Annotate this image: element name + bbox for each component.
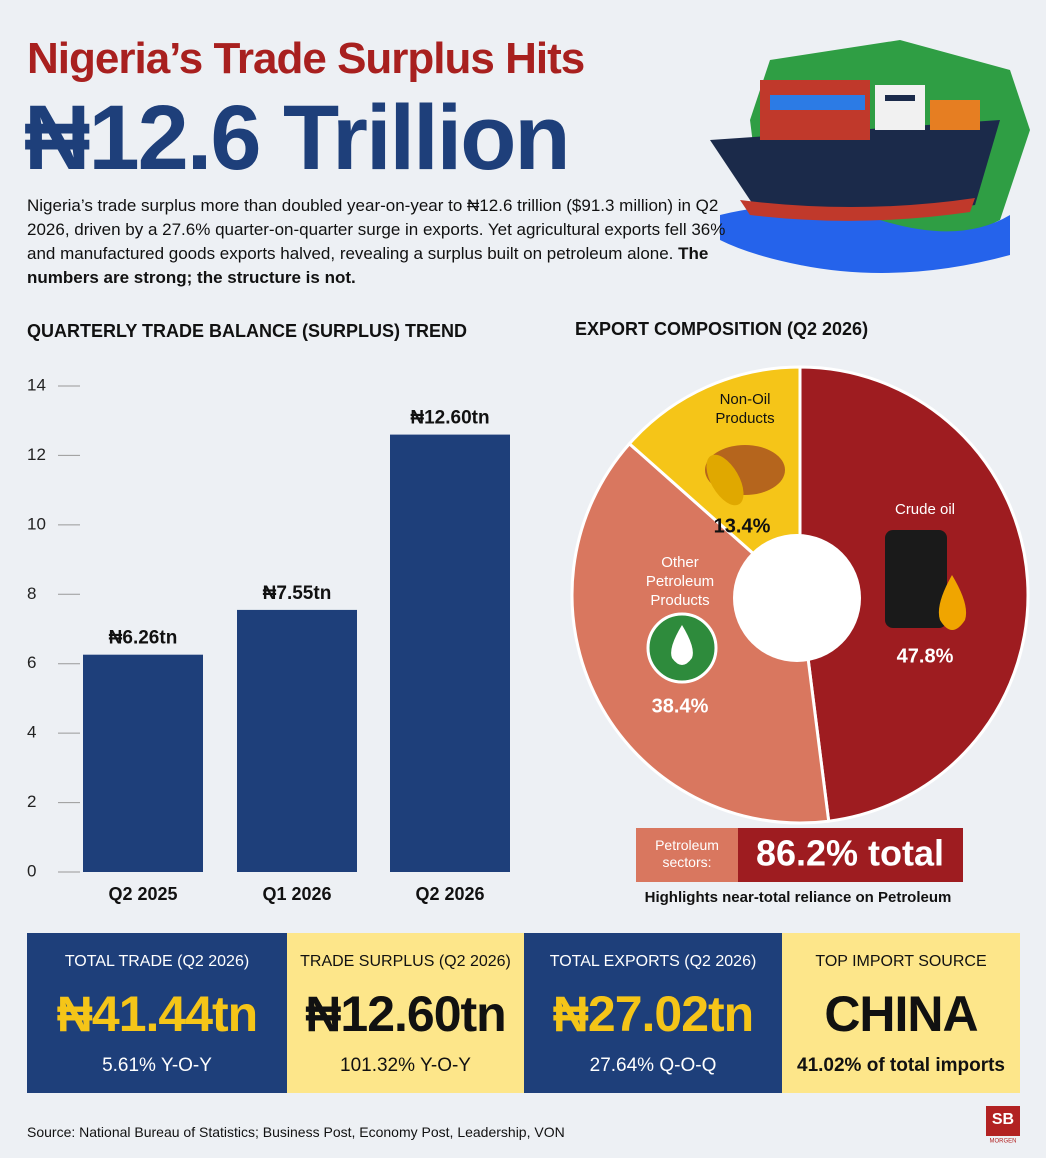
card-label: TRADE SURPLUS (Q2 2026)	[300, 953, 511, 970]
callout-label-line: sectors:	[662, 854, 711, 870]
logo-box	[986, 1106, 1020, 1136]
bar-value-label: ₦6.26tn	[109, 628, 178, 649]
bar	[83, 654, 203, 872]
y-tick-label: 6	[27, 653, 36, 672]
ship-illustration	[710, 40, 1030, 273]
intro-text: Nigeria’s trade surplus more than double…	[27, 196, 726, 263]
x-tick-label: Q2 2026	[415, 884, 484, 904]
bar	[390, 434, 510, 872]
barrel-icon	[885, 530, 947, 628]
y-tick-label: 8	[27, 584, 36, 603]
x-tick-label: Q1 2026	[262, 884, 331, 904]
callout-value-box	[738, 828, 963, 882]
pie-category-line: Petroleum	[646, 573, 714, 590]
logo: SB	[992, 1111, 1014, 1128]
card-value: ₦12.60tn	[305, 986, 506, 1042]
card-label: TOTAL TRADE (Q2 2026)	[64, 953, 250, 970]
pie-value-label: 47.8%	[897, 645, 954, 667]
card: TOTAL EXPORTS (Q2 2026) ₦27.02tn 27.64% …	[524, 933, 782, 1093]
intro: Nigeria’s trade surplus more than double…	[27, 194, 727, 290]
pie-category-line: Non-Oil	[720, 391, 771, 408]
pie-category-line: Products	[650, 592, 709, 609]
bar	[237, 609, 357, 872]
bar-value-label: ₦12.60tn	[410, 408, 489, 429]
card-label: TOP IMPORT SOURCE	[815, 953, 987, 970]
bar-value-label: ₦7.55tn	[263, 583, 332, 604]
logo-sub: MORGEN	[990, 1139, 1017, 1145]
bar-chart-title: QUARTERLY TRADE BALANCE (SURPLUS) TREND	[27, 321, 467, 341]
callout-label: Petroleum sectors:	[655, 837, 719, 870]
card-change: 5.61% Y-O-Y	[102, 1055, 212, 1076]
callout-label-box	[636, 828, 738, 882]
y-tick-label: 4	[27, 723, 36, 742]
callout-note: Highlights near-total reliance on Petrol…	[645, 889, 952, 906]
pie-category-line: Products	[715, 410, 774, 427]
y-tick-label: 12	[27, 445, 46, 464]
y-tick-label: 2	[27, 792, 36, 811]
title: Nigeria’s Trade Surplus Hits	[27, 34, 585, 83]
pie-value-label: 13.4%	[714, 515, 771, 537]
y-tick-label: 10	[27, 514, 46, 533]
callout-value: 86.2% total	[756, 833, 944, 874]
pie-chart-title: EXPORT COMPOSITION (Q2 2026)	[575, 319, 868, 339]
card: TRADE SURPLUS (Q2 2026) ₦12.60tn 101.32%…	[287, 933, 524, 1093]
y-tick-label: 14	[27, 375, 46, 394]
card-value: CHINA	[824, 986, 978, 1042]
drop-badge-icon	[671, 625, 693, 665]
produce-icon-2	[706, 454, 744, 506]
card-value: ₦41.44tn	[56, 986, 258, 1042]
pie-category-line: Other	[661, 554, 699, 571]
pie-value-label: 38.4%	[652, 695, 709, 717]
card-change: 101.32% Y-O-Y	[340, 1055, 471, 1076]
card-label: TOTAL EXPORTS (Q2 2026)	[549, 953, 757, 970]
pie-category-label: Crude oil	[895, 501, 955, 518]
card-value: ₦27.02tn	[552, 986, 754, 1042]
callout-label-line: Petroleum	[655, 837, 719, 853]
intro-bold: The numbers are strong; the structure is…	[27, 244, 709, 287]
card-change: 27.64% Q-O-Q	[589, 1055, 717, 1076]
donut-hole	[733, 534, 861, 662]
drop-icon	[938, 575, 967, 630]
source: Source: National Bureau of Statistics; B…	[27, 1124, 565, 1140]
card: TOP IMPORT SOURCE CHINA 41.02% of total …	[782, 933, 1020, 1093]
card: TOTAL TRADE (Q2 2026) ₦41.44tn 5.61% Y-O…	[27, 933, 287, 1093]
y-tick-label: 0	[27, 861, 36, 880]
pie-category-label: Non-Oil Products	[715, 391, 774, 427]
x-tick-label: Q2 2025	[108, 884, 177, 904]
pie-category-line: Crude oil	[895, 501, 955, 518]
card-change: 41.02% of total imports	[797, 1055, 1005, 1076]
pie-category-label: Other Petroleum Products	[646, 554, 714, 609]
headline: ₦12.6 Trillion	[24, 87, 571, 189]
